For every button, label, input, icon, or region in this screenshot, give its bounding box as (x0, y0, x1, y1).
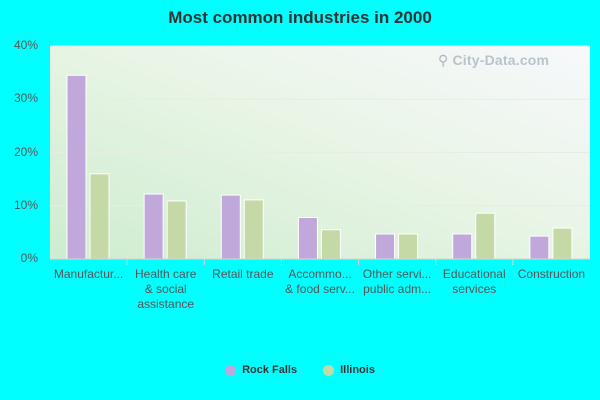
x-tick-label-line: Manufactur... (53, 267, 124, 281)
bar-rock-falls-1 (143, 193, 164, 260)
x-tick-label: Other servi... public adm... (358, 267, 436, 297)
y-tick-label: 40% (13, 38, 38, 52)
x-tick-label-line: assistance (137, 297, 195, 311)
x-tick-label-line: Retail trade (212, 267, 274, 281)
watermark-text: City-Data.com (452, 52, 550, 68)
watermark: ⚲ City-Data.com (438, 52, 549, 69)
bar-rock-falls-3 (297, 216, 318, 260)
y-tick-label: 10% (13, 197, 38, 212)
x-tick-label: Construction (512, 267, 590, 282)
x-tick-label: Retail trade (204, 267, 282, 282)
x-tick-label-line: & social (144, 282, 187, 296)
x-tick-label-line: Other servi... (362, 267, 432, 281)
legend-label-illinois: Illinois (340, 364, 375, 376)
bar-illinois-6 (552, 227, 573, 260)
bar-rock-falls-2 (220, 194, 241, 260)
bar-illinois-4 (398, 233, 419, 260)
legend-swatch-illinois (323, 364, 335, 376)
bar-rock-falls-0 (66, 74, 87, 260)
legend-label-rock-falls: Rock Falls (242, 364, 298, 376)
x-tick-label: Educational services (435, 267, 513, 297)
chart-title: Most common industries in 2000 (168, 8, 432, 27)
bar-illinois-2 (243, 199, 264, 260)
bar-illinois-5 (475, 212, 496, 260)
y-tick-label: 20% (13, 144, 38, 159)
legend-item-illinois: Illinois (323, 364, 375, 376)
bar-illinois-0 (89, 173, 110, 260)
x-tick-label-line: public adm... (363, 282, 432, 296)
x-tick-label-line: & food serv... (285, 282, 355, 296)
x-tick-label-line: Educational (442, 267, 506, 281)
bar-rock-falls-6 (529, 235, 550, 260)
x-tick-label: Accommo... & food serv... (281, 267, 359, 297)
magnifier-icon: ⚲ (438, 52, 449, 68)
x-tick-label: Manufactur... (50, 267, 128, 282)
x-tick-label-line: Accommo... (288, 267, 352, 281)
bar-illinois-1 (166, 200, 187, 260)
bar-illinois-3 (320, 229, 341, 260)
legend-swatch-rock-falls (225, 364, 237, 376)
legend-item-rock-falls: Rock Falls (225, 364, 297, 376)
bar-rock-falls-5 (452, 233, 473, 260)
x-tick-label: Health care & social assistance (127, 267, 205, 312)
y-tick-label: 0% (20, 251, 38, 265)
x-tick-label-line: Construction (517, 267, 586, 281)
bar-rock-falls-4 (375, 233, 396, 260)
legend: Rock Falls Illinois (0, 364, 600, 376)
x-tick-label-line: Health care (135, 267, 197, 281)
y-tick-label: 30% (13, 91, 38, 106)
x-tick-label-line: services (452, 282, 497, 296)
